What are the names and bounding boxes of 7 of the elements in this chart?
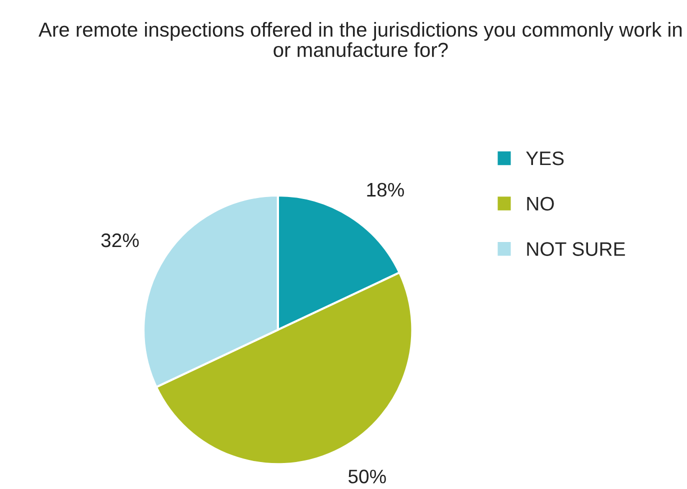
legend-label: NOT SURE bbox=[527, 242, 625, 256]
data-label: 32% bbox=[101, 233, 139, 248]
legend-label: NO bbox=[527, 196, 554, 211]
chart-title: Are remote inspections offered in the jurisdictions you commonly work in or manufacture for? bbox=[38, 22, 682, 58]
data-label: 50% bbox=[348, 470, 386, 484]
legend-label: YES bbox=[526, 151, 564, 166]
data-label: 18% bbox=[367, 182, 404, 197]
